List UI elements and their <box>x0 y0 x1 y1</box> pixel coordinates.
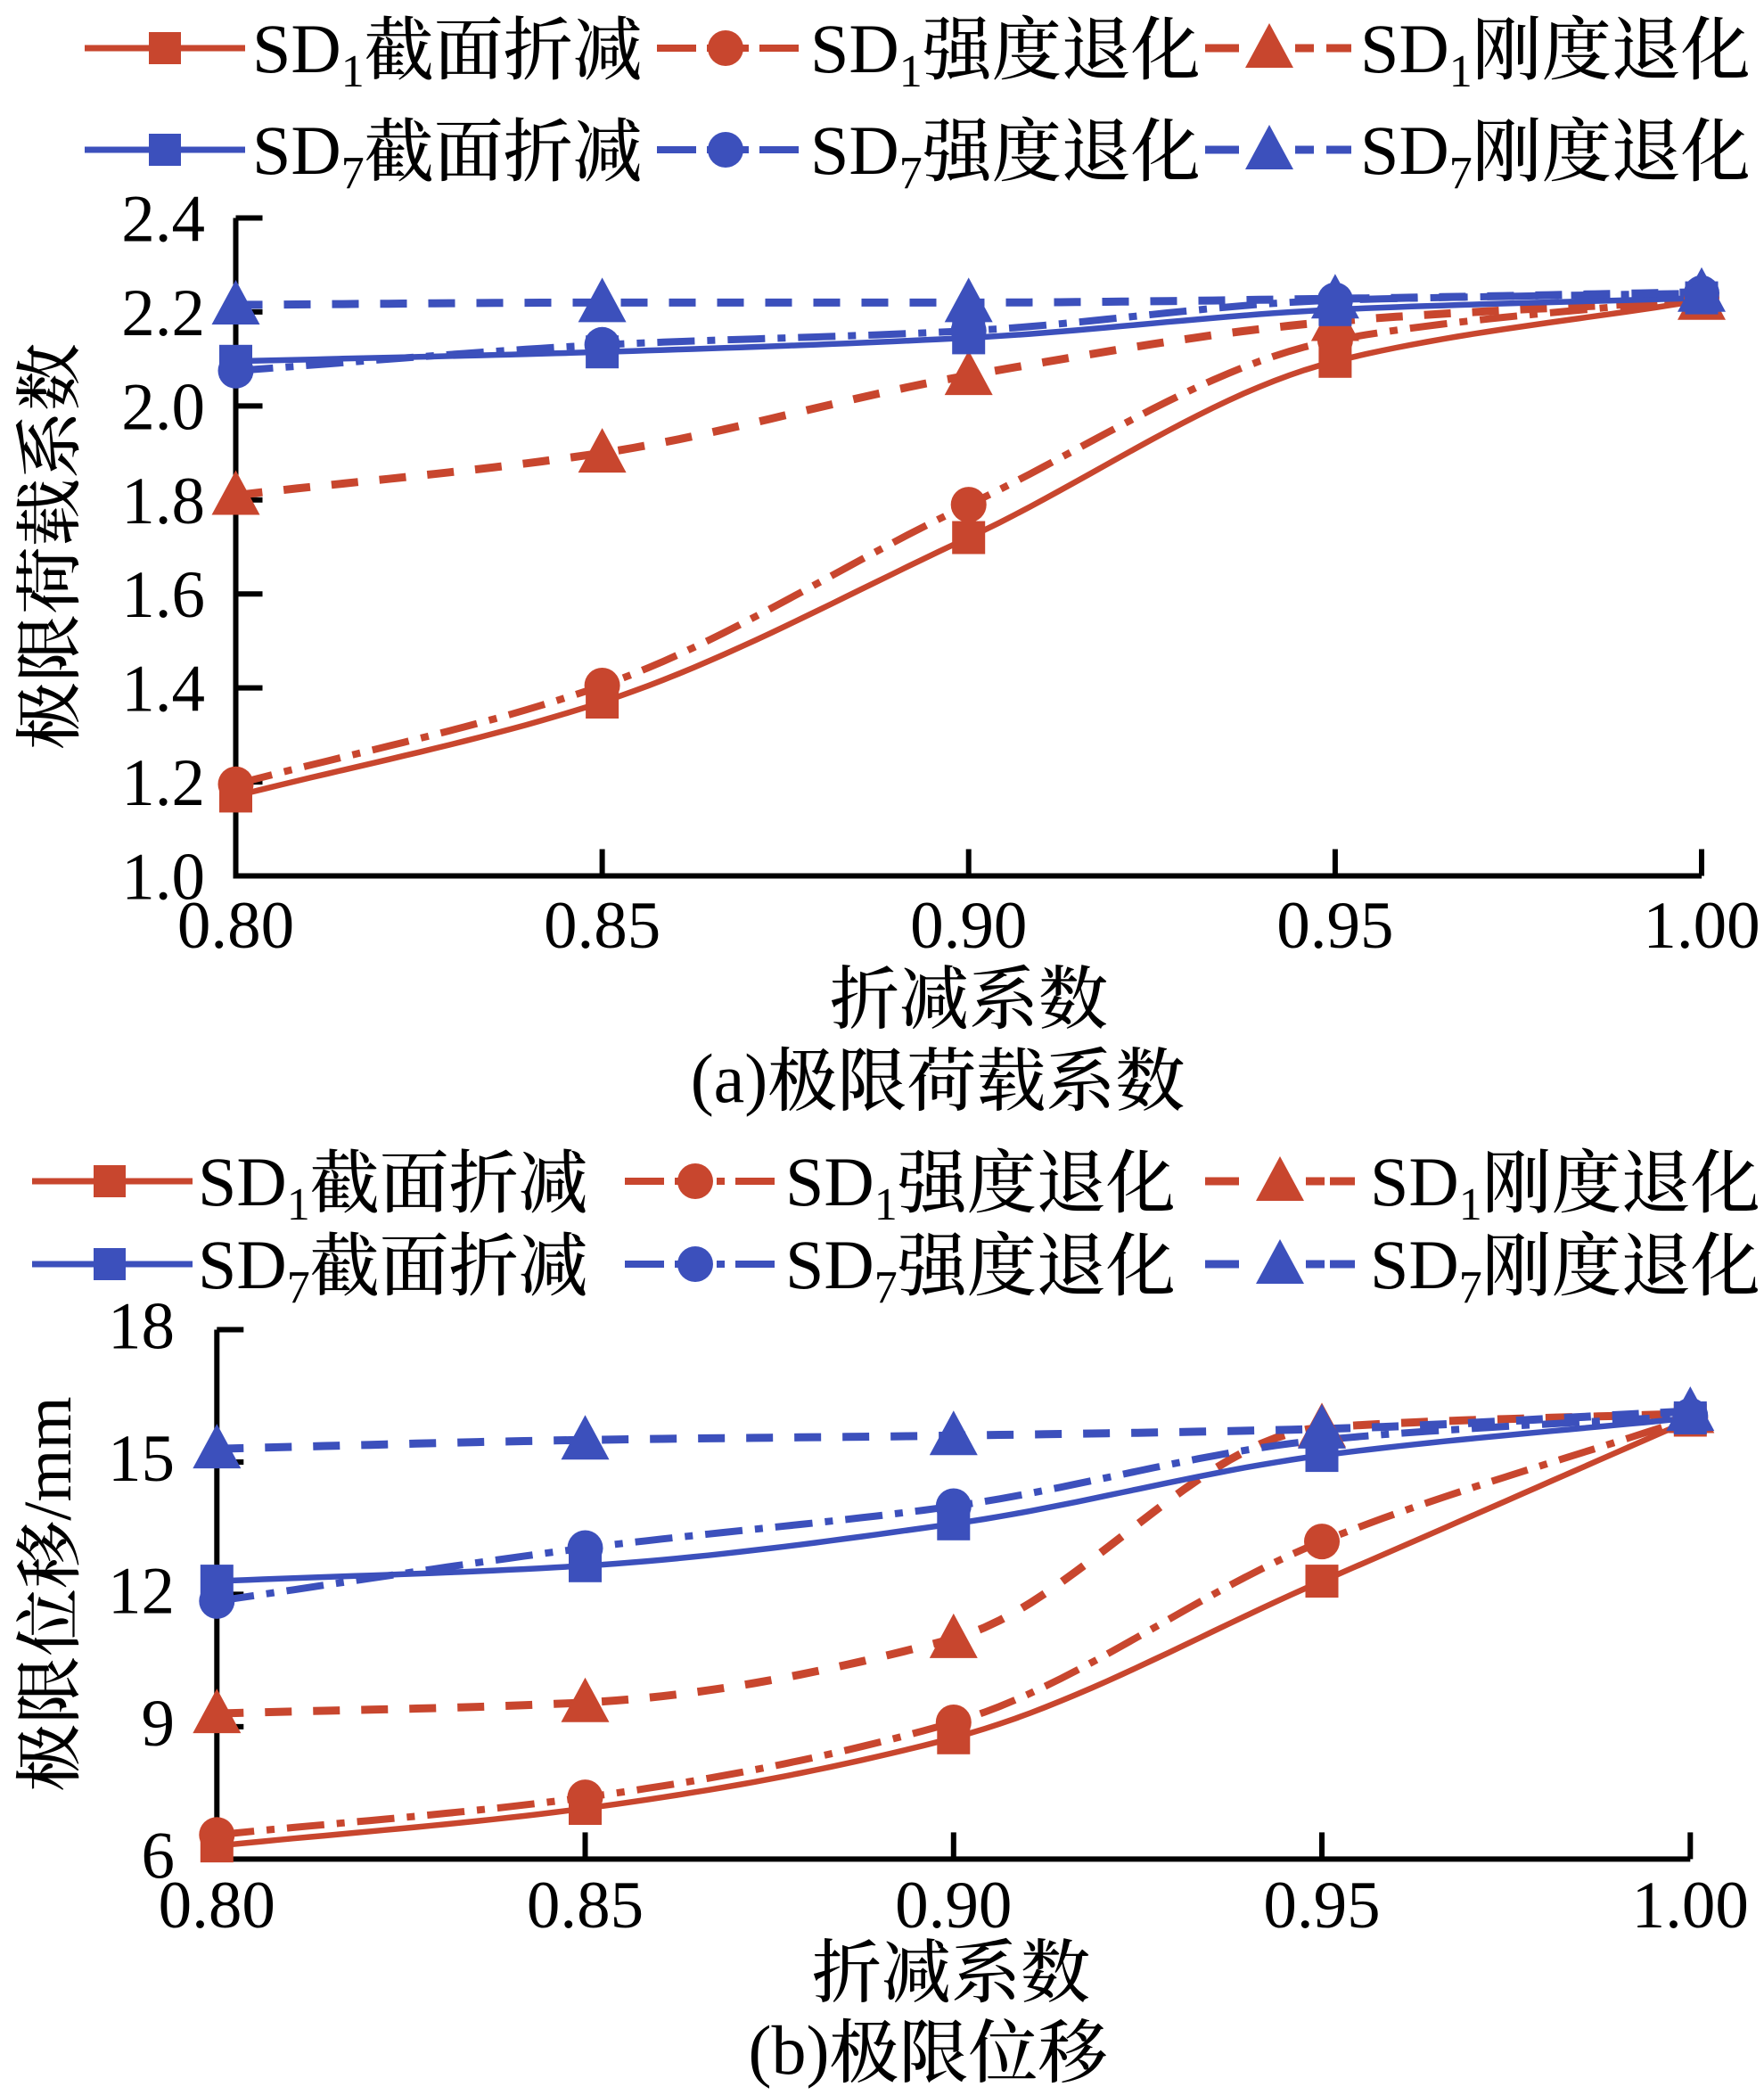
svg-text:SD7: SD7 <box>1370 1226 1482 1313</box>
svg-text:1.2: 1.2 <box>121 746 205 820</box>
svg-text:0.95: 0.95 <box>1263 1869 1380 1943</box>
svg-text:18: 18 <box>108 1290 175 1364</box>
svg-text:0.95: 0.95 <box>1276 889 1393 963</box>
svg-text:1.8: 1.8 <box>121 464 205 538</box>
svg-text:(b): (b) <box>749 2011 830 2089</box>
svg-text:15: 15 <box>108 1422 175 1496</box>
svg-text:2.2: 2.2 <box>121 276 205 350</box>
svg-text:2.4: 2.4 <box>121 183 205 257</box>
svg-text:0.80: 0.80 <box>159 1869 275 1943</box>
svg-text:SD7: SD7 <box>252 111 365 199</box>
svg-text:0.90: 0.90 <box>895 1869 1012 1943</box>
svg-text:12: 12 <box>108 1554 175 1628</box>
svg-text:1.00: 1.00 <box>1643 889 1760 963</box>
svg-text:1.4: 1.4 <box>121 653 205 727</box>
svg-text:0.85: 0.85 <box>544 889 660 963</box>
svg-text:0.90: 0.90 <box>910 889 1027 963</box>
svg-text:1.0: 1.0 <box>121 841 205 915</box>
svg-text:/mm: /mm <box>11 1396 86 1520</box>
svg-text:0.85: 0.85 <box>527 1869 644 1943</box>
svg-text:1.00: 1.00 <box>1632 1869 1749 1943</box>
svg-text:9: 9 <box>142 1687 176 1761</box>
svg-text:1.6: 1.6 <box>121 558 205 632</box>
svg-text:(a): (a) <box>691 1039 768 1117</box>
svg-text:6: 6 <box>142 1819 176 1893</box>
svg-text:0.80: 0.80 <box>177 889 294 963</box>
svg-text:2.0: 2.0 <box>121 370 205 444</box>
